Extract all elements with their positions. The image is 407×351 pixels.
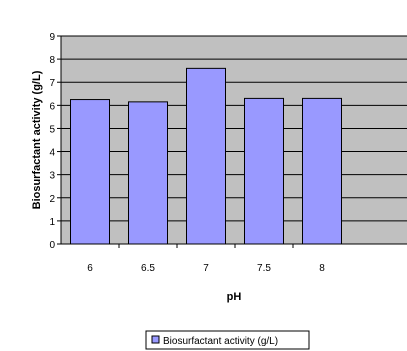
y-tick-label: 8	[49, 55, 55, 66]
bar-7	[186, 67, 226, 245]
y-tick-label: 3	[49, 171, 55, 182]
x-tick-label: 6	[87, 263, 93, 274]
bar-7.5	[244, 97, 284, 245]
bar-6.5	[128, 101, 168, 245]
x-tick-label: 6.5	[141, 263, 155, 274]
x-tick-label: 7.5	[257, 263, 271, 274]
legend: Biosurfactant activity (g/L)	[145, 330, 310, 350]
bar-8	[302, 97, 342, 245]
x-tick-label: 7	[203, 263, 209, 274]
y-tick-label: 6	[49, 101, 55, 112]
bar-6	[70, 99, 110, 245]
x-tick-label: 8	[319, 263, 325, 274]
y-tick-label: 1	[49, 217, 55, 228]
y-tick-label: 7	[49, 78, 55, 89]
legend-label: Biosurfactant activity (g/L)	[163, 336, 278, 347]
legend-box	[145, 330, 310, 350]
y-tick-label: 2	[49, 194, 55, 205]
x-axis-ticks: 6 6.5 7 7.5 8	[87, 244, 325, 274]
y-tick-label: 9	[49, 32, 55, 43]
plot-area	[61, 36, 407, 244]
x-axis-label: pH	[227, 291, 242, 303]
gridlines	[61, 35, 407, 222]
y-axis-ticks: 0 1 2 3 4 5 6 7 8 9	[49, 32, 61, 251]
y-tick-label: 0	[49, 240, 55, 251]
y-tick-label: 4	[49, 148, 55, 159]
y-axis-label: Biosurfactant activity (g/L)	[31, 70, 43, 209]
y-tick-label: 5	[49, 124, 55, 135]
legend-swatch	[151, 335, 160, 344]
bars	[70, 67, 342, 245]
